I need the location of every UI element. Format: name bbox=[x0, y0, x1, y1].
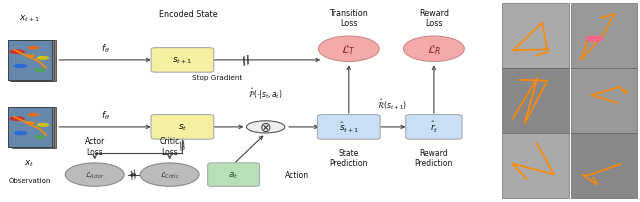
Text: $s_{t+1}$: $s_{t+1}$ bbox=[172, 55, 193, 66]
Bar bbox=[571, 4, 637, 69]
Bar bbox=[8, 107, 52, 147]
Text: $\mathcal{L}_T$: $\mathcal{L}_T$ bbox=[341, 43, 356, 56]
Text: $a_t$: $a_t$ bbox=[228, 169, 239, 180]
Text: //: // bbox=[241, 55, 252, 67]
Text: $f_\theta$: $f_\theta$ bbox=[101, 42, 110, 55]
Text: //: // bbox=[178, 140, 187, 151]
FancyBboxPatch shape bbox=[207, 163, 260, 186]
Bar bbox=[502, 69, 570, 133]
Circle shape bbox=[36, 57, 49, 61]
Text: $\mathcal{L}_{Actor}$: $\mathcal{L}_{Actor}$ bbox=[84, 170, 105, 180]
Circle shape bbox=[10, 50, 25, 55]
FancyBboxPatch shape bbox=[151, 48, 214, 73]
Circle shape bbox=[13, 64, 28, 69]
Bar bbox=[8, 40, 52, 81]
Bar bbox=[571, 69, 637, 133]
Circle shape bbox=[13, 131, 28, 136]
Circle shape bbox=[34, 136, 45, 139]
Bar bbox=[12, 108, 56, 148]
Text: $\otimes$: $\otimes$ bbox=[259, 120, 272, 134]
Text: Reward
Prediction: Reward Prediction bbox=[415, 148, 453, 167]
Text: Critic
Loss: Critic Loss bbox=[159, 137, 180, 156]
Ellipse shape bbox=[140, 163, 199, 186]
Circle shape bbox=[28, 47, 39, 50]
Bar bbox=[10, 107, 54, 148]
Text: Actor
Loss: Actor Loss bbox=[84, 137, 105, 156]
Text: Reward
Loss: Reward Loss bbox=[419, 8, 449, 28]
Text: $\hat{s}_{t+1}$: $\hat{s}_{t+1}$ bbox=[339, 120, 359, 134]
Text: Stop Gradient: Stop Gradient bbox=[193, 75, 243, 81]
Text: Observation: Observation bbox=[8, 177, 51, 183]
Text: $\mathcal{L}_R$: $\mathcal{L}_R$ bbox=[427, 43, 441, 56]
Ellipse shape bbox=[319, 37, 379, 62]
Text: $\hat{\mathcal{R}}(s_{t+1})$: $\hat{\mathcal{R}}(s_{t+1})$ bbox=[377, 97, 408, 112]
Circle shape bbox=[246, 121, 285, 133]
Bar bbox=[12, 41, 56, 81]
Text: $\mathcal{L}_{Critic}$: $\mathcal{L}_{Critic}$ bbox=[160, 170, 179, 180]
Circle shape bbox=[28, 113, 39, 117]
Text: Encoded State: Encoded State bbox=[159, 10, 218, 19]
Circle shape bbox=[25, 122, 35, 125]
Text: $\hat{r}_t$: $\hat{r}_t$ bbox=[429, 120, 438, 135]
Bar bbox=[8, 40, 52, 81]
Bar bbox=[502, 4, 570, 69]
Text: $f_\theta$: $f_\theta$ bbox=[101, 109, 110, 121]
Bar bbox=[8, 107, 52, 147]
Text: //: // bbox=[129, 169, 138, 181]
FancyBboxPatch shape bbox=[151, 115, 214, 139]
Bar bbox=[571, 134, 637, 198]
Text: Action: Action bbox=[285, 170, 309, 179]
FancyBboxPatch shape bbox=[317, 115, 380, 139]
Text: State
Prediction: State Prediction bbox=[330, 148, 368, 167]
Circle shape bbox=[586, 37, 603, 42]
FancyBboxPatch shape bbox=[406, 115, 462, 139]
Circle shape bbox=[10, 117, 25, 122]
Circle shape bbox=[25, 55, 35, 58]
Text: $\hat{\mathcal{P}}(\cdot|s_t,a_t)$: $\hat{\mathcal{P}}(\cdot|s_t,a_t)$ bbox=[248, 86, 283, 102]
Text: $s_t$: $s_t$ bbox=[178, 122, 187, 133]
Text: Transition
Loss: Transition Loss bbox=[330, 8, 368, 28]
Ellipse shape bbox=[65, 163, 124, 186]
Text: $x_{t+1}$: $x_{t+1}$ bbox=[19, 13, 40, 23]
Circle shape bbox=[36, 123, 49, 127]
Ellipse shape bbox=[404, 37, 465, 62]
Bar bbox=[10, 41, 54, 81]
Bar bbox=[502, 134, 570, 198]
Text: $x_t$: $x_t$ bbox=[24, 157, 35, 168]
Circle shape bbox=[34, 69, 45, 73]
